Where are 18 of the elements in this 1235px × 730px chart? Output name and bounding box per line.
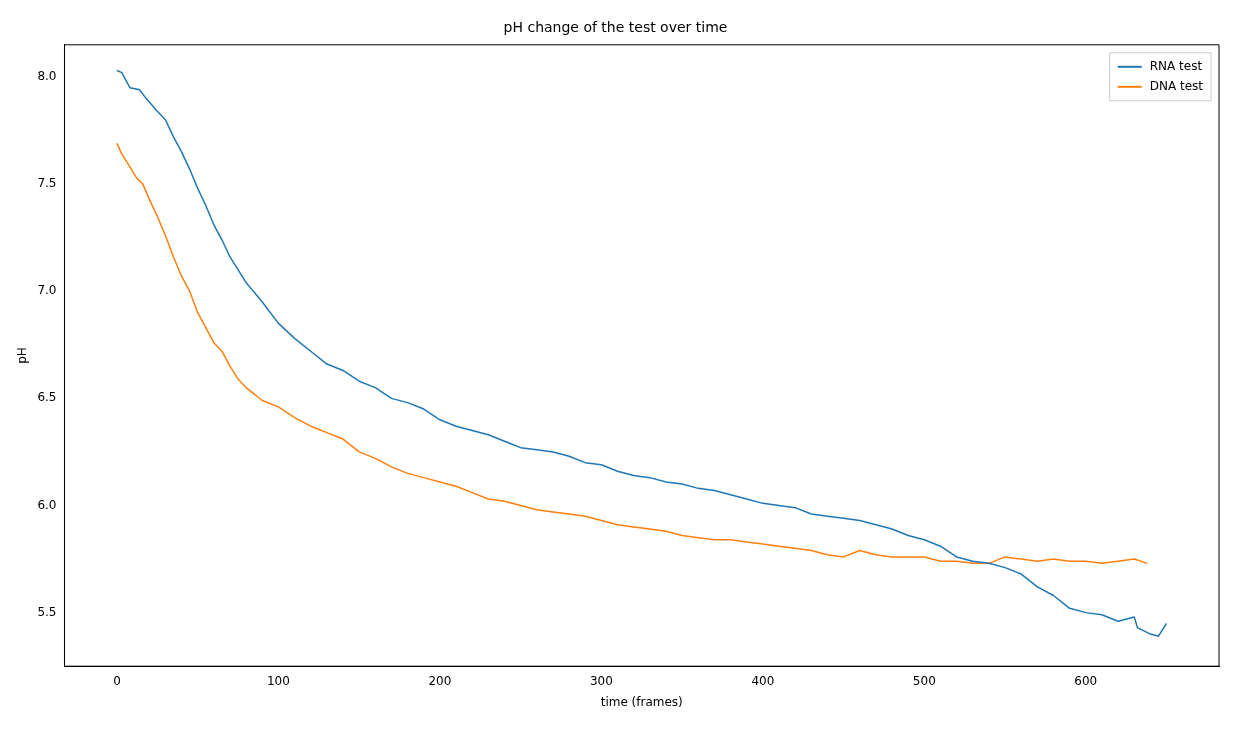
x-tick-label: 500 — [912, 673, 936, 688]
x-tick-label: 100 — [266, 673, 290, 688]
chart-title: pH change of the test over time — [503, 19, 728, 36]
x-axis-title: time (frames) — [600, 694, 683, 709]
legend-label: DNA test — [1149, 78, 1204, 93]
y-axis-title: pH — [15, 347, 30, 364]
x-tick-label: 0 — [113, 673, 121, 688]
y-tick-label: 5.5 — [37, 604, 57, 619]
legend-label: RNA test — [1149, 58, 1203, 73]
y-tick-label: 8.0 — [37, 69, 57, 84]
x-tick-label: 400 — [751, 673, 775, 688]
x-tick-label: 200 — [428, 673, 452, 688]
y-tick-label: 7.5 — [37, 176, 57, 191]
x-tick-label: 600 — [1074, 673, 1098, 688]
y-tick-label: 6.5 — [37, 390, 57, 405]
x-tick-label: 300 — [589, 673, 613, 688]
y-tick-label: 6.0 — [37, 497, 57, 512]
y-tick-label: 7.0 — [37, 283, 57, 298]
